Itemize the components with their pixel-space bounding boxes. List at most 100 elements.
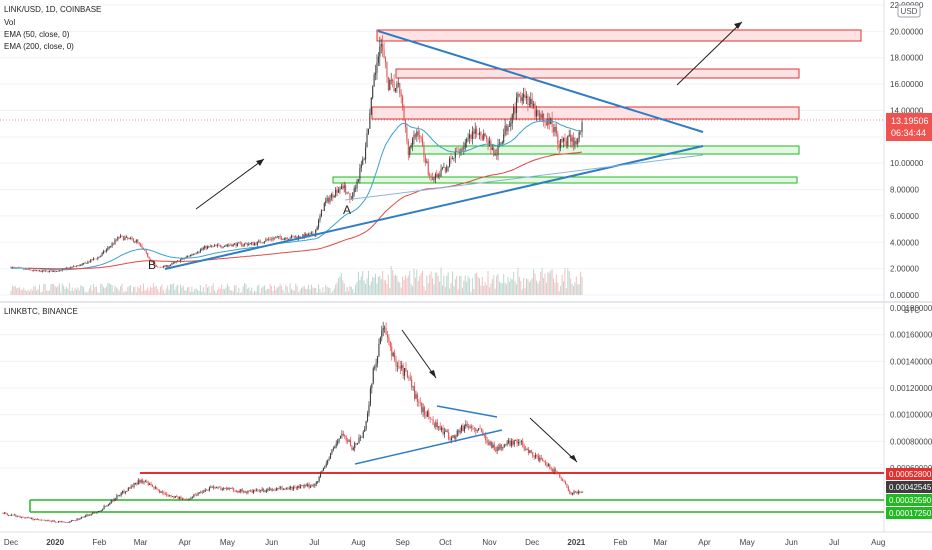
arrow-up-2[interactable] bbox=[676, 21, 743, 86]
candle-body bbox=[260, 490, 262, 492]
candle-body bbox=[374, 367, 376, 369]
candle-body bbox=[118, 236, 120, 238]
ema-50-line[interactable] bbox=[10, 120, 583, 271]
volume-bar bbox=[56, 287, 58, 295]
candle-body bbox=[201, 249, 203, 250]
candle-body bbox=[53, 271, 55, 272]
x-tick-label: 2021 bbox=[567, 538, 585, 547]
volume-bar bbox=[444, 287, 446, 295]
volume-bar bbox=[474, 273, 476, 295]
candle-body bbox=[164, 265, 166, 267]
ema-200-line[interactable] bbox=[28, 151, 583, 270]
candle-body bbox=[174, 496, 176, 498]
candle-body bbox=[270, 488, 272, 491]
candle-body bbox=[574, 491, 576, 493]
candle-body bbox=[169, 264, 172, 266]
candle-body bbox=[449, 158, 451, 167]
arrow-down-1[interactable] bbox=[401, 329, 437, 379]
resistance-zone-2[interactable] bbox=[395, 68, 800, 79]
volume-bar bbox=[568, 271, 570, 295]
candle-body bbox=[217, 486, 219, 488]
volume-bar bbox=[412, 286, 414, 295]
volume-bar bbox=[390, 266, 392, 295]
top-zones bbox=[332, 29, 862, 184]
candle-body bbox=[114, 239, 116, 244]
candle-body bbox=[172, 262, 174, 264]
candle-body bbox=[414, 134, 416, 137]
volume-bar bbox=[20, 289, 22, 295]
candle-body bbox=[370, 97, 372, 114]
volume-bar bbox=[212, 283, 214, 295]
candle-body bbox=[6, 513, 8, 516]
candle-body bbox=[499, 444, 501, 450]
candle-body bbox=[171, 263, 173, 265]
candle-body bbox=[49, 520, 51, 522]
candle-body bbox=[251, 242, 253, 244]
volume-bar bbox=[78, 290, 80, 295]
candle-body bbox=[122, 490, 124, 493]
candle-body bbox=[479, 428, 481, 430]
candle-body bbox=[432, 419, 434, 425]
volume-bar bbox=[239, 292, 241, 295]
resistance-zone-1[interactable] bbox=[376, 29, 862, 42]
volume-bar bbox=[175, 286, 177, 295]
x-tick-label: May bbox=[740, 538, 755, 547]
candle-body bbox=[459, 152, 461, 154]
volume-bar bbox=[362, 271, 364, 295]
volume-bar bbox=[520, 280, 522, 295]
volume-bar bbox=[504, 282, 506, 295]
volume-bar bbox=[84, 291, 86, 295]
volume-bar bbox=[419, 276, 421, 295]
candle-body bbox=[40, 519, 42, 521]
volume-bar bbox=[380, 278, 382, 295]
volume-bar bbox=[34, 286, 36, 295]
volume-bar bbox=[446, 275, 448, 295]
volume-bar bbox=[379, 276, 381, 295]
volume-bar bbox=[422, 270, 424, 295]
candle-body bbox=[328, 458, 330, 461]
descending-trendline[interactable] bbox=[377, 30, 704, 133]
candle-body bbox=[485, 435, 487, 441]
candle-body bbox=[412, 138, 414, 146]
candle-body bbox=[150, 483, 152, 486]
volume-bar bbox=[64, 288, 66, 295]
volume-bar bbox=[47, 290, 49, 295]
candle-body bbox=[572, 493, 574, 495]
volume-bar bbox=[195, 288, 197, 295]
volume-bar bbox=[271, 285, 273, 295]
arrow-down-2[interactable] bbox=[529, 417, 578, 463]
candle-body bbox=[391, 346, 393, 356]
volume-bar bbox=[141, 291, 143, 295]
candle-body bbox=[516, 439, 518, 444]
candle-body bbox=[562, 138, 565, 142]
volume-bar bbox=[26, 291, 28, 295]
volume-bar bbox=[160, 286, 162, 295]
volume-bar bbox=[528, 282, 530, 295]
volume-bar bbox=[417, 281, 419, 295]
candle-body bbox=[513, 107, 515, 115]
candle-body bbox=[97, 511, 99, 513]
arrow-up-1[interactable] bbox=[195, 158, 265, 210]
candle-body bbox=[567, 136, 569, 146]
candle-body bbox=[295, 236, 297, 238]
candle-body bbox=[393, 81, 395, 92]
candle-body bbox=[37, 270, 39, 272]
resistance-zone-3[interactable] bbox=[371, 106, 800, 120]
candle-body bbox=[427, 161, 429, 175]
x-tick-label: Mar bbox=[134, 538, 148, 547]
volume-bar bbox=[27, 289, 29, 295]
volume-bar bbox=[527, 279, 529, 295]
candle-body bbox=[201, 491, 203, 493]
btc-lower-wedge-line[interactable] bbox=[354, 429, 503, 465]
candle-body bbox=[382, 44, 384, 51]
candle-body bbox=[389, 342, 391, 347]
volume-bar bbox=[138, 287, 140, 295]
candle-body bbox=[401, 365, 403, 369]
candle-body bbox=[534, 103, 536, 117]
volume-bar bbox=[397, 281, 399, 295]
volume-bar bbox=[187, 287, 189, 295]
candle-body bbox=[187, 499, 189, 501]
volume-bar bbox=[147, 287, 149, 295]
secondary-trendline[interactable] bbox=[344, 154, 704, 201]
btc-upper-wedge-line[interactable] bbox=[436, 405, 498, 418]
